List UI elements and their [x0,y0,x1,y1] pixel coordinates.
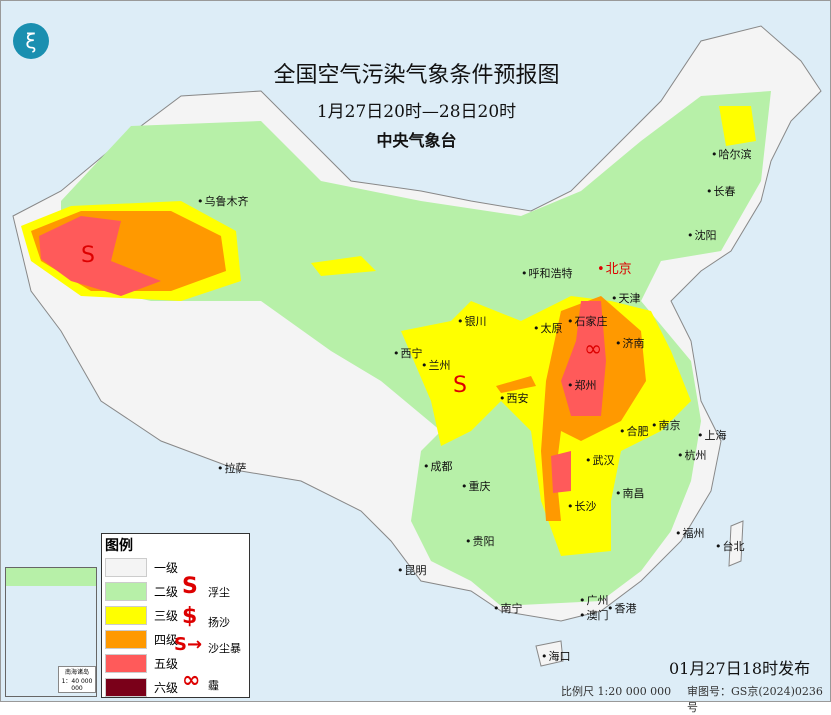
city-label: 合肥 [619,423,649,439]
legend-symbol-label: 霾 [208,679,219,692]
city-label: 呼和浩特 [521,265,573,281]
city-label: 郑州 [567,377,597,393]
city-label: 长春 [706,183,736,199]
legend-swatch-level2 [105,582,147,601]
agency-name: 中央气象台 [376,131,457,150]
issue-time: 01月27日18时发布 [669,659,811,678]
city-label: 拉萨 [217,460,247,476]
city-label: 哈尔滨 [711,146,752,162]
city-label: 贵阳 [465,533,495,549]
city-label: 兰州 [421,357,451,373]
city-label: 武汉 [585,452,615,468]
legend-swatch-level6 [105,678,147,697]
city-label: 沈阳 [687,227,717,243]
city-label: 济南 [615,335,645,351]
level3-area-ne [719,106,756,146]
legend-swatch-level4 [105,630,147,649]
legend-swatch-level3 [105,606,147,625]
city-label: 南昌 [615,485,645,501]
haze-icon: ∞ [182,668,201,693]
city-label: 重庆 [461,478,491,494]
city-label: 杭州 [677,447,707,463]
city-label: 广州 [579,592,609,608]
level3-area-north [311,256,376,276]
city-label: 石家庄 [567,313,608,329]
city-label: 昆明 [397,562,427,578]
city-label: 天津 [611,290,641,306]
legend-swatch-level1 [105,558,147,577]
legend-label: 五级 [154,657,179,671]
city-label: 西安 [499,390,529,406]
level5-area [39,216,161,296]
level4-area-xian [496,376,536,393]
city-label: 西宁 [393,345,423,361]
city-label: 乌鲁木齐 [197,193,249,209]
city-label: 上海 [697,427,727,443]
inset-scale: 1：40 000 000 [61,678,93,692]
inset-caption: 南海诸岛 1：40 000 000 [58,666,96,693]
review-number: 审图号：GS京(2024)0236号 [687,685,823,714]
city-label: 南京 [651,417,681,433]
city-label: 台北 [715,538,745,554]
legend-symbol-label: 浮尘 [208,586,230,599]
haze-symbol: ∞ [584,337,603,362]
map-scale: 比例尺 1:20 000 000 [561,685,672,698]
city-label: 成都 [423,458,453,474]
dust-symbol: S [453,373,467,398]
legend-swatch-level5 [105,654,147,673]
city-label: 南宁 [493,600,523,616]
level5-area-hunan [551,451,571,493]
sandstorm-icon: S→ [174,634,203,655]
city-label: 银川 [457,313,487,329]
legend-symbol-label: 沙尘暴 [208,642,241,655]
legend-label: 二级 [154,585,179,599]
city-label: 海口 [541,648,571,664]
legend-label: 一级 [154,561,179,575]
legend-title: 图例 [105,538,133,554]
legend-label: 三级 [154,609,179,623]
city-label: 福州 [675,525,705,541]
city-label: 太原 [533,320,563,336]
city-label: 澳门 [579,607,609,623]
floating-dust-icon: S [182,574,198,599]
legend-symbol-label: 扬沙 [208,616,230,629]
cma-logo-icon: ξ [13,23,49,59]
map-subtitle: 1月27日20时—28日20时 [316,102,517,122]
legend-label: 四级 [154,633,179,647]
south-china-sea-inset: 南海诸岛 1：40 000 000 [5,567,97,697]
legend: 图例 一级 二级 三级 四级 五级 六级 S 浮尘 $ 扬沙 S→ 沙尘暴 ∞ … [101,533,250,698]
blowing-sand-icon: $ [182,604,198,629]
city-label: 香港 [607,600,637,616]
map-title: 全国空气污染气象条件预报图 [273,63,560,88]
legend-label: 六级 [154,681,179,695]
dust-symbol: S [81,243,95,268]
city-label: 长沙 [567,498,597,514]
inset-land [6,568,96,586]
city-beijing: 北京 [597,258,632,277]
inset-label: 南海诸岛 [64,669,89,676]
